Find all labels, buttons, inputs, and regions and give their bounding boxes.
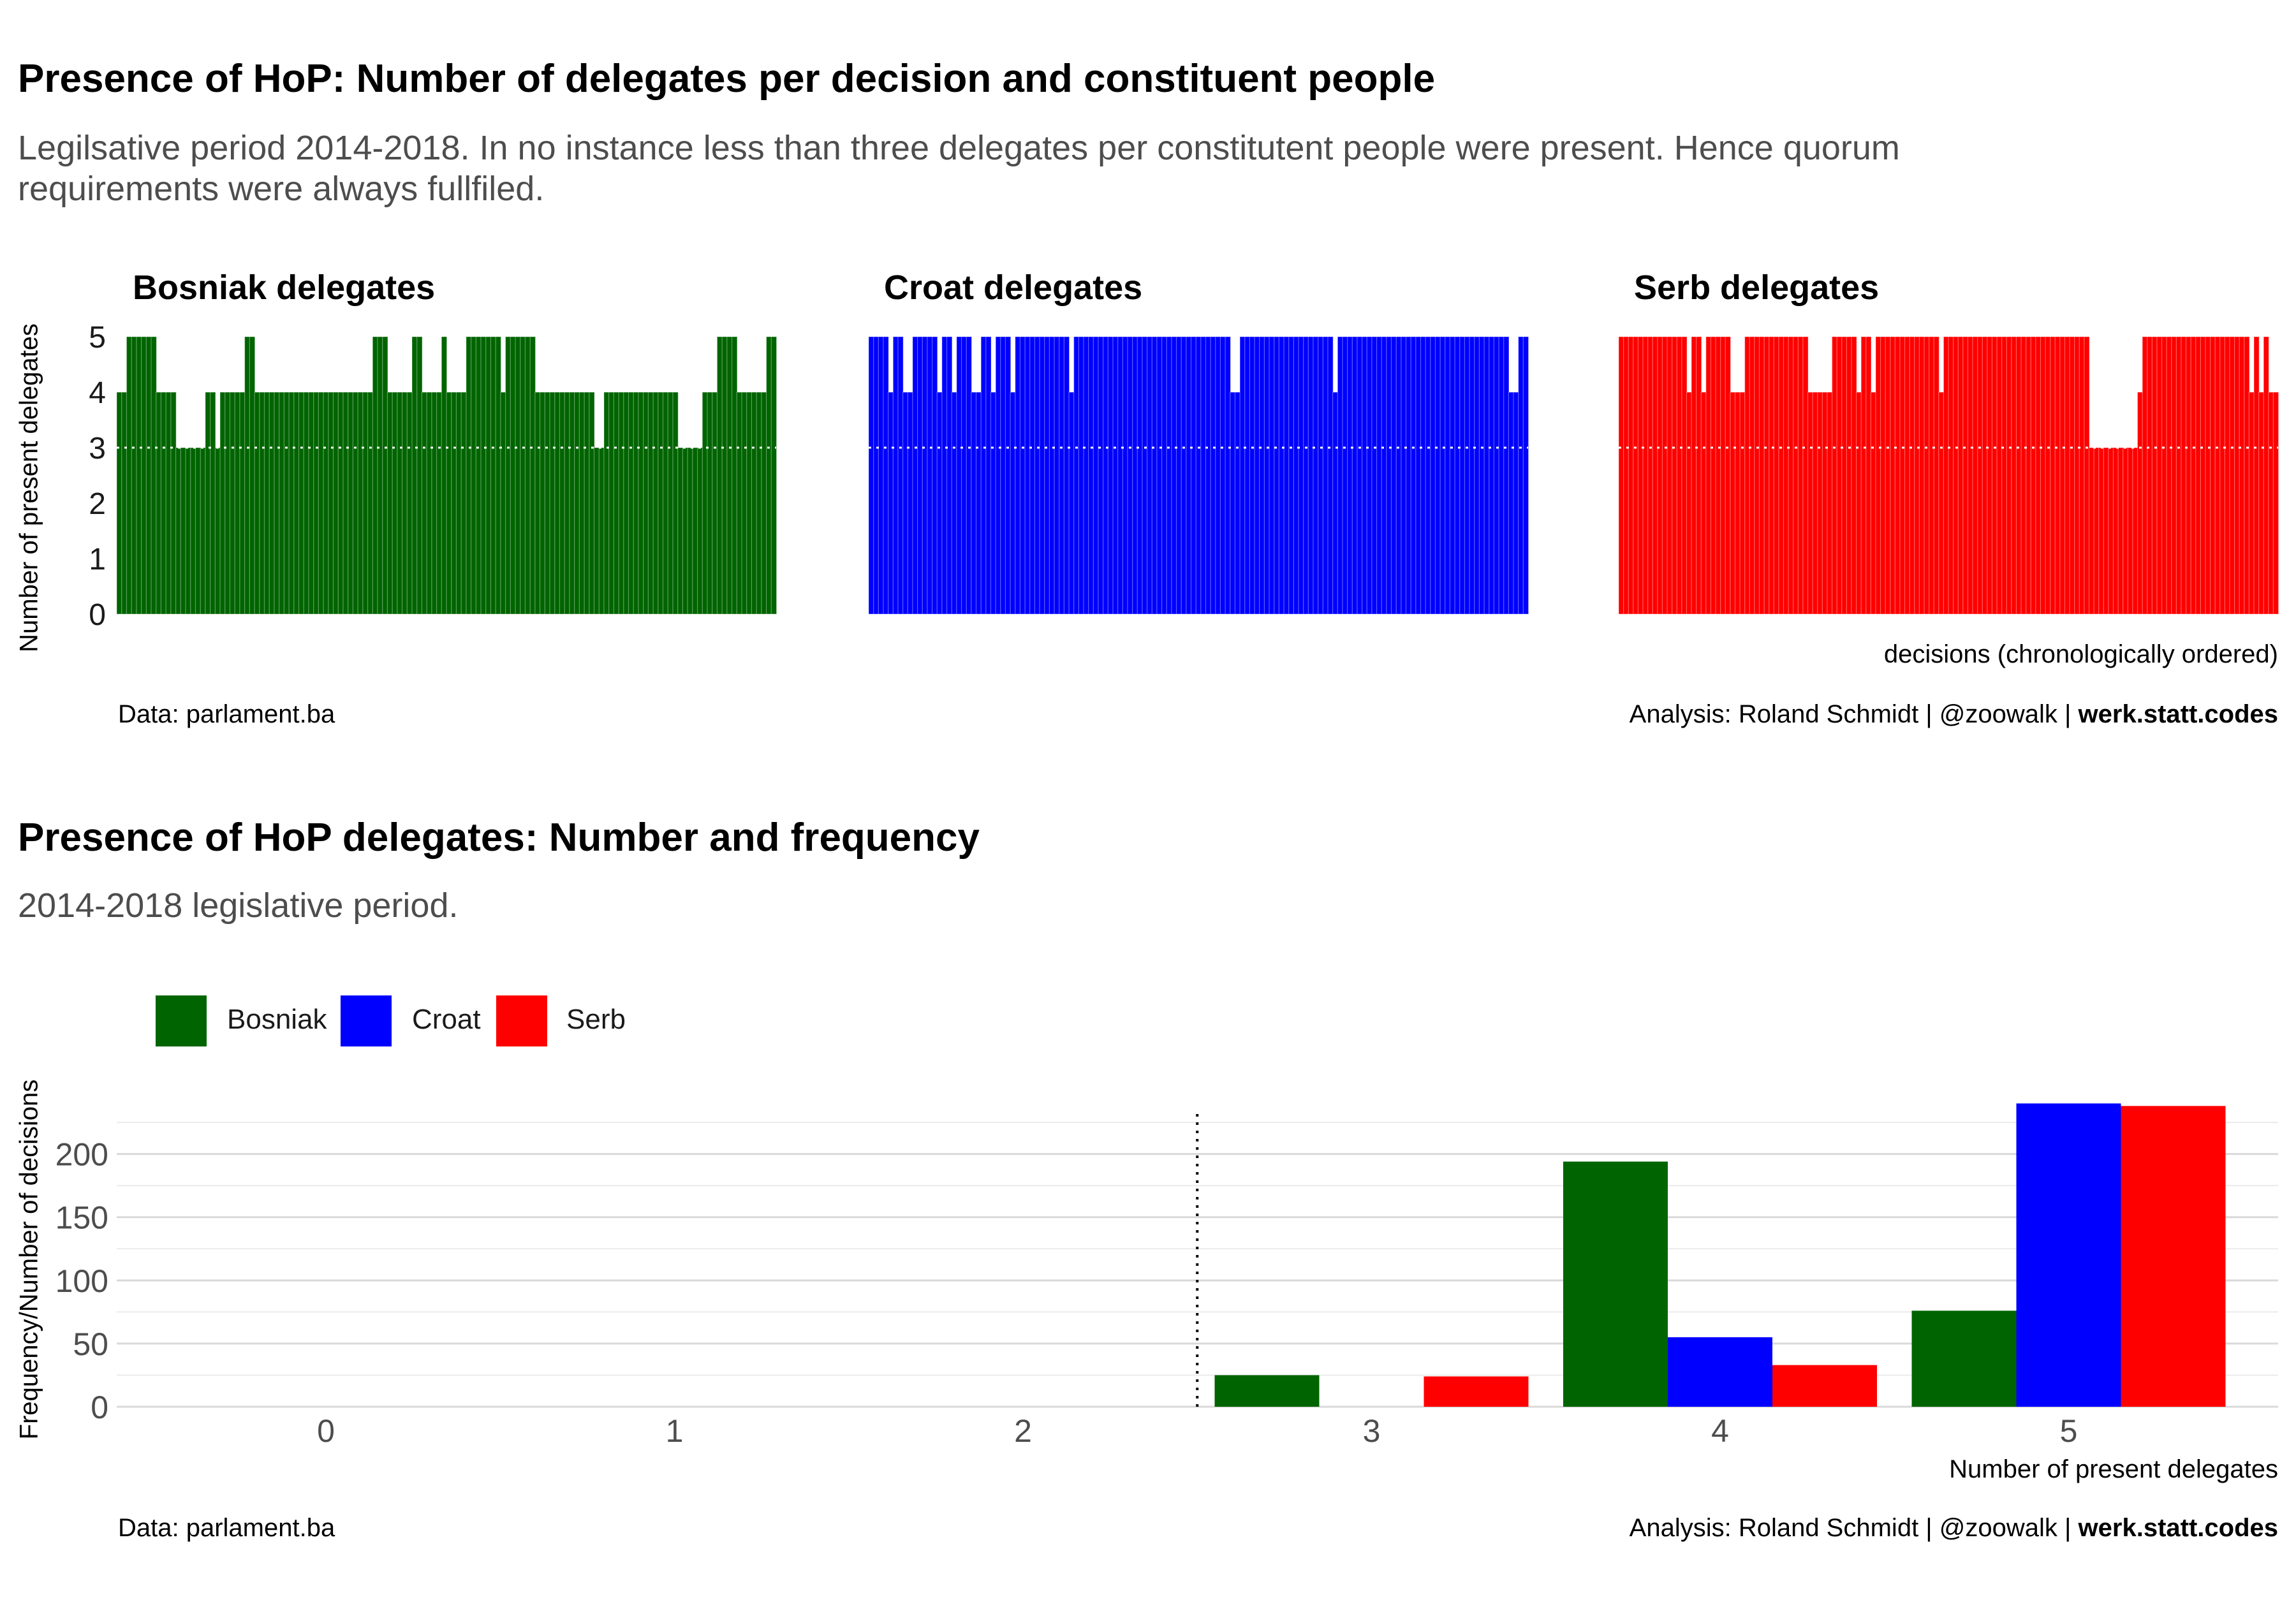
top-caption-credit-plain: Analysis: Roland Schmidt | @zoowalk |	[1629, 700, 2079, 728]
y-tick-label: 150	[55, 1200, 108, 1236]
x-tick-label: 3	[1363, 1413, 1381, 1449]
y-tick-label: 5	[89, 321, 106, 355]
bar	[2016, 1103, 2121, 1407]
bottom-caption-credit-site: werk.statt.codes	[2078, 1514, 2278, 1542]
top-caption-credit: Analysis: Roland Schmidt | @zoowalk | we…	[1630, 700, 2278, 729]
bottom-caption-credit: Analysis: Roland Schmidt | @zoowalk | we…	[1630, 1514, 2278, 1543]
bottom-chart-title: Presence of HoP delegates: Number and fr…	[18, 816, 980, 860]
bar	[2121, 1106, 2226, 1407]
bar	[1214, 1375, 1320, 1407]
x-tick-label: 1	[666, 1413, 684, 1449]
y-tick-label: 100	[55, 1263, 108, 1299]
y-tick-label: 0	[91, 1390, 108, 1425]
facet-title-serb: Serb delegates	[1634, 268, 1880, 307]
top-caption-credit-site: werk.statt.codes	[2078, 700, 2278, 728]
facet-title-bosniak: Bosniak delegates	[133, 268, 436, 307]
y-tick-label: 4	[89, 376, 106, 410]
bottom-chart-subtitle: 2014-2018 legislative period.	[18, 886, 459, 925]
y-tick-label: 1	[89, 543, 106, 576]
bar	[1424, 1376, 1529, 1407]
legend-key-bosniak	[156, 995, 207, 1046]
legend-key-serb	[496, 995, 547, 1046]
bar	[1911, 1310, 2017, 1407]
bottom-caption-credit-plain: Analysis: Roland Schmidt | @zoowalk |	[1629, 1514, 2079, 1542]
x-tick-label: 5	[2060, 1413, 2078, 1449]
bottom-caption-source: Data: parlament.ba	[118, 1514, 335, 1542]
legend-label-serb: Serb	[566, 1004, 626, 1035]
x-tick-label: 2	[1014, 1413, 1032, 1449]
bar	[1668, 1337, 1772, 1407]
top-chart-subtitle: Legilsative period 2014-2018. In no inst…	[18, 129, 1900, 208]
bar	[1563, 1161, 1668, 1407]
x-tick-label: 0	[317, 1413, 335, 1449]
facet-title-croat: Croat delegates	[884, 268, 1143, 307]
top-chart-title: Presence of HoP: Number of delegates per…	[18, 57, 1436, 101]
bar	[770, 336, 777, 615]
bar	[1772, 1365, 1877, 1407]
x-tick-label: 4	[1711, 1413, 1729, 1449]
legend-label-bosniak: Bosniak	[227, 1004, 327, 1035]
top-facet-chart: 0 1 2 3 4 5	[89, 321, 2279, 632]
bottom-x-axis-title: Number of present delegates	[1949, 1455, 2278, 1483]
y-tick-label: 2	[89, 487, 106, 521]
bar	[2272, 392, 2279, 615]
y-tick-label: 200	[55, 1137, 108, 1173]
y-tick-label: 0	[89, 598, 106, 632]
bar	[1522, 336, 1529, 615]
top-x-axis-title: decisions (chronologically ordered)	[1883, 640, 2278, 668]
legend-key-croat	[341, 995, 392, 1046]
y-tick-label: 50	[73, 1326, 108, 1362]
top-caption-source: Data: parlament.ba	[118, 700, 335, 728]
y-tick-label: 3	[89, 432, 106, 466]
legend-label-croat: Croat	[412, 1004, 481, 1035]
